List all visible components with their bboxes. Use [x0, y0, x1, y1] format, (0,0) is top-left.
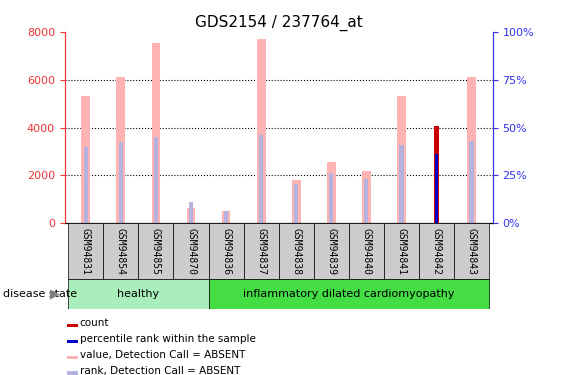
Text: GSM94870: GSM94870 — [186, 228, 196, 274]
Text: GSM94841: GSM94841 — [396, 228, 406, 274]
FancyBboxPatch shape — [279, 223, 314, 279]
Text: GSM94843: GSM94843 — [467, 228, 477, 274]
Text: rank, Detection Call = ABSENT: rank, Detection Call = ABSENT — [80, 366, 240, 375]
Text: ▶: ▶ — [50, 288, 59, 301]
Text: GSM94831: GSM94831 — [81, 228, 91, 274]
Text: GSM94855: GSM94855 — [151, 228, 161, 274]
Text: percentile rank within the sample: percentile rank within the sample — [80, 334, 256, 344]
FancyBboxPatch shape — [208, 223, 244, 279]
FancyBboxPatch shape — [173, 223, 208, 279]
Bar — [327, 162, 336, 223]
Bar — [399, 145, 404, 223]
Text: value, Detection Call = ABSENT: value, Detection Call = ABSENT — [80, 350, 245, 360]
Bar — [292, 180, 301, 223]
FancyBboxPatch shape — [314, 223, 349, 279]
Bar — [435, 154, 437, 223]
Bar — [119, 142, 123, 223]
Bar — [154, 137, 158, 223]
Title: GDS2154 / 237764_at: GDS2154 / 237764_at — [195, 14, 363, 30]
Text: GSM94836: GSM94836 — [221, 228, 231, 274]
Bar — [222, 211, 230, 223]
Bar — [329, 173, 333, 223]
Text: disease state: disease state — [3, 290, 77, 299]
Text: GSM94839: GSM94839 — [327, 228, 336, 274]
Bar — [397, 96, 406, 223]
Bar — [257, 39, 266, 223]
FancyBboxPatch shape — [454, 223, 489, 279]
Bar — [224, 211, 228, 223]
Bar — [189, 202, 193, 223]
Bar — [151, 43, 160, 223]
Bar — [467, 77, 476, 223]
Bar — [117, 77, 125, 223]
Text: GSM94840: GSM94840 — [361, 228, 372, 274]
Text: count: count — [80, 318, 109, 328]
Bar — [66, 372, 78, 375]
Bar — [66, 324, 78, 327]
Text: healthy: healthy — [117, 290, 159, 299]
Bar — [294, 184, 298, 223]
Bar — [435, 126, 439, 223]
FancyBboxPatch shape — [138, 223, 173, 279]
FancyBboxPatch shape — [68, 223, 104, 279]
Bar — [470, 141, 473, 223]
Text: inflammatory dilated cardiomyopathy: inflammatory dilated cardiomyopathy — [243, 290, 454, 299]
Text: GSM94854: GSM94854 — [116, 228, 126, 274]
Bar — [208, 279, 489, 309]
Text: GSM94837: GSM94837 — [256, 228, 266, 274]
Bar — [259, 135, 263, 223]
Bar — [82, 96, 90, 223]
FancyBboxPatch shape — [384, 223, 419, 279]
Bar — [84, 147, 88, 223]
FancyBboxPatch shape — [244, 223, 279, 279]
FancyBboxPatch shape — [104, 223, 138, 279]
FancyBboxPatch shape — [419, 223, 454, 279]
Bar — [364, 179, 368, 223]
Text: GSM94842: GSM94842 — [431, 228, 441, 274]
Bar — [66, 340, 78, 343]
Bar — [66, 356, 78, 359]
Bar — [68, 279, 208, 309]
FancyBboxPatch shape — [349, 223, 384, 279]
Bar — [362, 171, 371, 223]
Bar — [186, 208, 195, 223]
Text: GSM94838: GSM94838 — [291, 228, 301, 274]
